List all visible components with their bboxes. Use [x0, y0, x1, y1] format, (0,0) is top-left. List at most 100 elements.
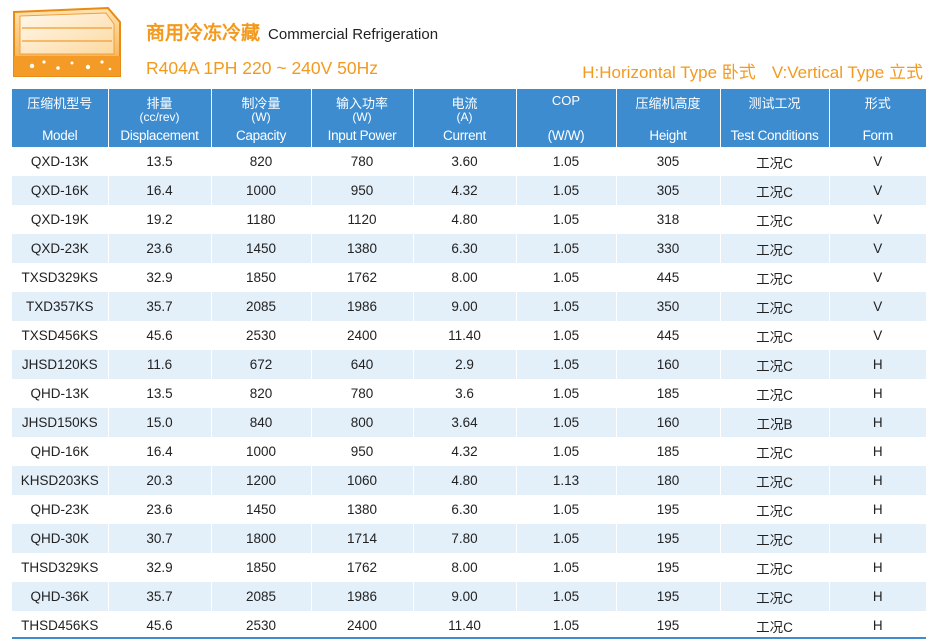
column-header-cn: 输入功率 [335, 96, 388, 111]
input-power-cell: 1986 [311, 582, 414, 611]
form-cell: V [829, 321, 926, 350]
current-cell: 7.80 [413, 524, 517, 553]
input-power-cell: 800 [311, 408, 414, 437]
current-cell: 6.30 [413, 234, 517, 263]
displacement-cell: 45.6 [108, 321, 212, 350]
test-conditions-cell: 工况C [720, 437, 830, 466]
height-cell: 195 [616, 553, 721, 582]
capacity-cell: 2530 [211, 611, 312, 640]
capacity-cell: 840 [211, 408, 312, 437]
cop-cell: 1.05 [516, 524, 617, 553]
current-cell: 8.00 [413, 263, 517, 292]
cop-cell: 1.05 [516, 176, 617, 205]
displacement-cell: 32.9 [108, 553, 212, 582]
test-conditions-cell: 工况C [720, 582, 830, 611]
test-conditions-cell: 工况C [720, 234, 830, 263]
input-power-cell: 640 [311, 350, 414, 379]
table-row: QHD-36K 35.7 2085 1986 9.00 1.05 195 工况C H [12, 582, 926, 611]
column-header-en: (W/W) [547, 128, 585, 143]
current-cell: 11.40 [413, 321, 517, 350]
displacement-cell: 19.2 [108, 205, 212, 234]
column-header-cn: 制冷量 [241, 96, 281, 111]
capacity-cell: 1200 [211, 466, 312, 495]
table-row: QHD-16K 16.4 1000 950 4.32 1.05 185 工况C H [12, 437, 926, 466]
height-cell: 195 [616, 495, 721, 524]
column-header-en: Input Power [327, 128, 397, 143]
test-conditions-cell: 工况C [720, 176, 830, 205]
table-row: QXD-13K 13.5 820 780 3.60 1.05 305 工况C V [12, 147, 926, 176]
column-header-en: Height [649, 128, 687, 143]
cop-cell: 1.05 [516, 147, 617, 176]
height-cell: 195 [616, 582, 721, 611]
form-cell: H [829, 408, 926, 437]
cop-cell: 1.05 [516, 205, 617, 234]
cop-cell: 1.05 [516, 263, 617, 292]
displacement-cell: 16.4 [108, 437, 212, 466]
form-cell: V [829, 292, 926, 321]
model-cell: QXD-23K [12, 234, 109, 263]
input-power-cell: 1380 [311, 495, 414, 524]
refrigerant-spec: R404A 1PH 220 ~ 240V 50Hz [146, 58, 379, 78]
height-cell: 185 [616, 437, 721, 466]
column-header: 压缩机型号 Model [12, 89, 109, 147]
current-cell: 9.00 [413, 582, 517, 611]
current-cell: 9.00 [413, 292, 517, 321]
cop-cell: 1.05 [516, 437, 617, 466]
column-header-en: Form [862, 128, 894, 143]
current-cell: 4.80 [413, 466, 517, 495]
cop-cell: 1.13 [516, 466, 617, 495]
capacity-cell: 1800 [211, 524, 312, 553]
displacement-cell: 32.9 [108, 263, 212, 292]
height-cell: 445 [616, 263, 721, 292]
column-header-en: Test Conditions [730, 128, 819, 143]
title-chinese: 商用冷冻冷藏 [146, 23, 261, 44]
displacement-cell: 15.0 [108, 408, 212, 437]
height-cell: 160 [616, 408, 721, 437]
cop-cell: 1.05 [516, 350, 617, 379]
height-cell: 160 [616, 350, 721, 379]
test-conditions-cell: 工况C [720, 350, 830, 379]
table-row: THSD456KS 45.6 2530 2400 11.40 1.05 195 工况C H [12, 611, 926, 640]
capacity-cell: 1000 [211, 437, 312, 466]
model-cell: THSD329KS [12, 553, 109, 582]
column-header-cn: 压缩机高度 [635, 96, 701, 111]
test-conditions-cell: 工况C [720, 379, 830, 408]
displacement-cell: 16.4 [108, 176, 212, 205]
height-cell: 445 [616, 321, 721, 350]
column-header: 制冷量 (W) Capacity [211, 89, 312, 147]
column-header-unit: (W) [251, 110, 271, 124]
table-header-row: 压缩机型号 Model 排量 (cc/rev) Displacement 制冷量 (W) Ca… [12, 89, 926, 147]
column-header-en: Displacement [120, 128, 199, 143]
page-title: 商用冷冻冷藏 Commercial Refrigeration [146, 18, 438, 48]
displacement-cell: 11.6 [108, 350, 212, 379]
input-power-cell: 1986 [311, 292, 414, 321]
form-cell: H [829, 524, 926, 553]
input-power-cell: 1762 [311, 553, 414, 582]
form-cell: H [829, 611, 926, 640]
model-cell: QHD-36K [12, 582, 109, 611]
compressor-spec-table: 压缩机型号 Model 排量 (cc/rev) Displacement 制冷量 (W) Ca… [12, 89, 926, 640]
column-header-cn: COP [551, 93, 581, 108]
test-conditions-cell: 工况C [720, 263, 830, 292]
capacity-cell: 820 [211, 379, 312, 408]
table-row: QXD-19K 19.2 1180 1120 4.80 1.05 318 工况C V [12, 205, 926, 234]
input-power-cell: 950 [311, 437, 414, 466]
current-cell: 6.30 [413, 495, 517, 524]
table-row: QXD-23K 23.6 1450 1380 6.30 1.05 330 工况C V [12, 234, 926, 263]
table-row: JHSD120KS 11.6 672 640 2.9 1.05 160 工况C H [12, 350, 926, 379]
column-header: 压缩机高度 Height [616, 89, 721, 147]
current-cell: 3.64 [413, 408, 517, 437]
input-power-cell: 1120 [311, 205, 414, 234]
current-cell: 11.40 [413, 611, 517, 640]
model-cell: QHD-13K [12, 379, 109, 408]
height-cell: 180 [616, 466, 721, 495]
capacity-cell: 2530 [211, 321, 312, 350]
column-header-en: Model [42, 128, 78, 143]
capacity-cell: 820 [211, 147, 312, 176]
cop-cell: 1.05 [516, 582, 617, 611]
cop-cell: 1.05 [516, 553, 617, 582]
current-cell: 4.32 [413, 437, 517, 466]
model-cell: TXSD456KS [12, 321, 109, 350]
current-cell: 2.9 [413, 350, 517, 379]
input-power-cell: 950 [311, 176, 414, 205]
